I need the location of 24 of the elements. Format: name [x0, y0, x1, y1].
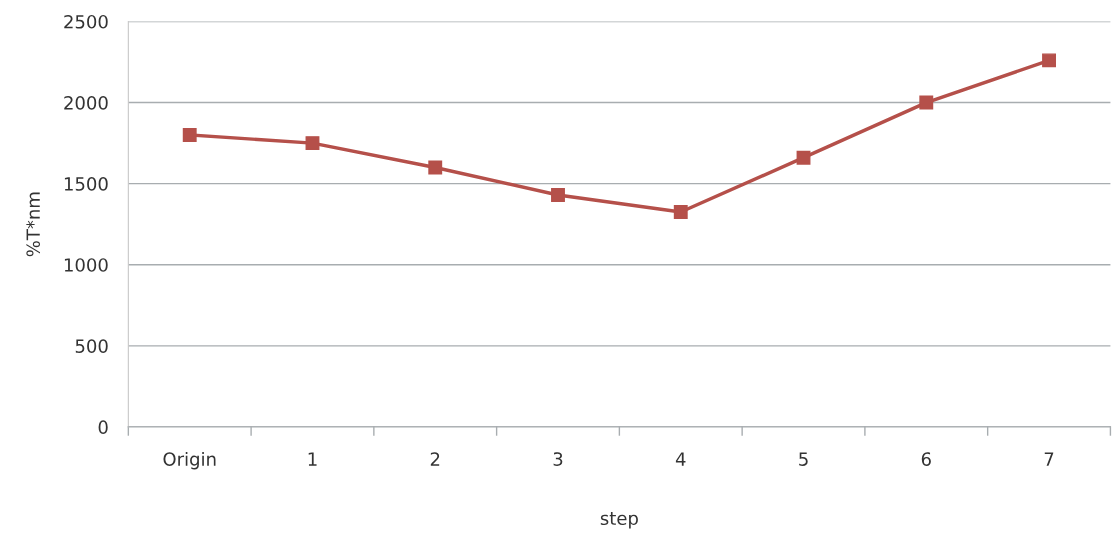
y-axis-title: %T*nm [26, 192, 40, 257]
point [673, 205, 688, 219]
point [1042, 53, 1056, 68]
x-tick-label: 7 [1044, 452, 1054, 466]
point [305, 136, 320, 151]
point [551, 188, 565, 202]
x-tick-label: 5 [799, 452, 808, 466]
x-tick-label: 3 [553, 452, 563, 466]
x-tick-label: 4 [675, 452, 686, 466]
point [182, 128, 197, 142]
x-tick-label: 6 [921, 452, 931, 466]
point [919, 95, 934, 110]
point [796, 150, 811, 165]
x-tick-label: Origin [163, 451, 216, 470]
point [428, 160, 443, 175]
y-tick-label: 0 [98, 420, 108, 435]
x-tick-label: 1 [308, 452, 317, 466]
y-tick-label: 2000 [64, 96, 108, 110]
y-tick-label: 500 [75, 339, 108, 353]
y-tick-label: 1500 [64, 177, 108, 191]
x-tick-label: 2 [430, 452, 440, 466]
y-tick-label: 2500 [64, 14, 108, 29]
y-tick-label: 1000 [64, 258, 108, 272]
x-axis-title: step [600, 512, 638, 529]
